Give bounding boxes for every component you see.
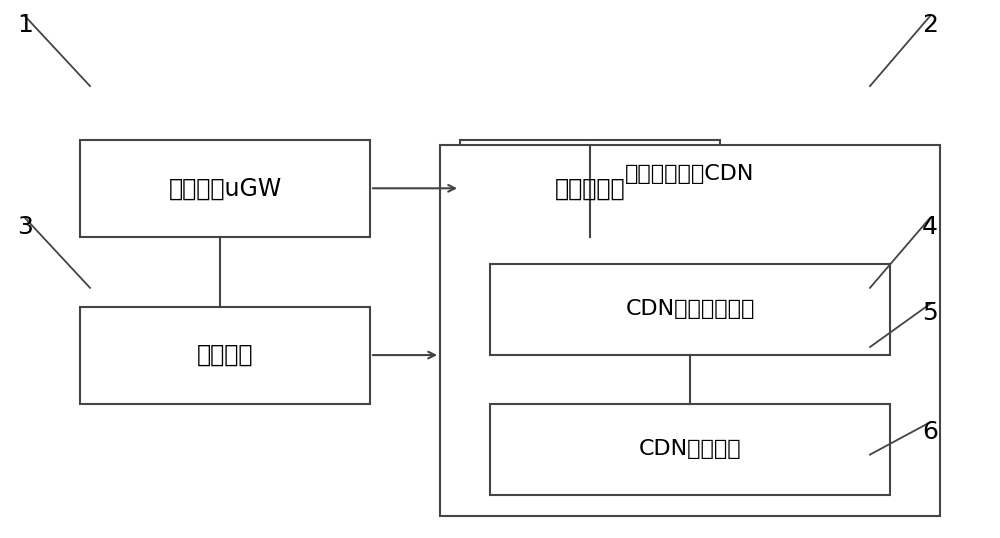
Text: 1: 1 bbox=[17, 13, 33, 38]
Bar bbox=[80, 140, 370, 237]
Text: 3: 3 bbox=[17, 215, 33, 239]
Text: CDN内容中心: CDN内容中心 bbox=[639, 439, 741, 459]
Text: 服务节点: 服务节点 bbox=[197, 343, 253, 367]
Text: 核心网网元: 核心网网元 bbox=[555, 176, 625, 200]
Text: 6: 6 bbox=[922, 420, 938, 444]
Bar bbox=[460, 140, 720, 237]
Bar bbox=[80, 307, 370, 404]
Bar bbox=[490, 404, 890, 495]
Text: 2: 2 bbox=[922, 13, 938, 38]
Text: 下沉网关uGW: 下沉网关uGW bbox=[168, 176, 282, 200]
Text: 5: 5 bbox=[922, 301, 938, 325]
Text: 内容分发网络CDN: 内容分发网络CDN bbox=[625, 164, 755, 184]
Text: CDN全局调度中心: CDN全局调度中心 bbox=[625, 299, 755, 320]
Text: 4: 4 bbox=[922, 215, 938, 239]
Bar bbox=[490, 264, 890, 355]
Bar bbox=[440, 145, 940, 516]
